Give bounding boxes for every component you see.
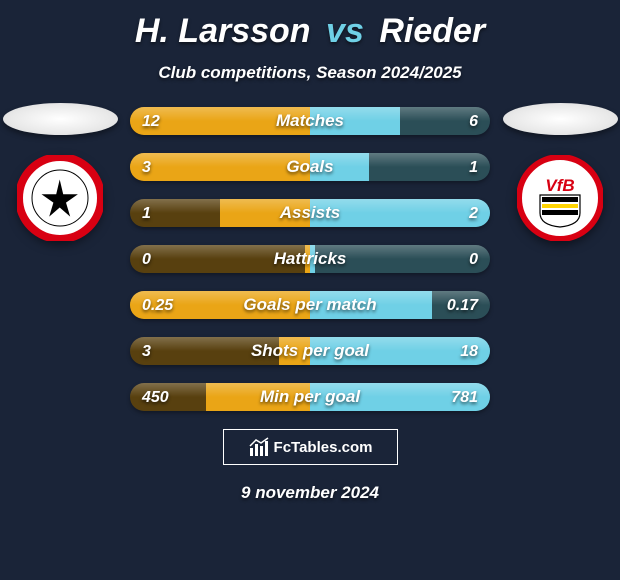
club-crest-left-icon: [17, 155, 103, 241]
stat-right-value: 0.17: [435, 291, 490, 319]
player-left-silhouette: [3, 103, 118, 135]
stat-label: Hattricks: [130, 245, 490, 273]
club-crest-left: [17, 155, 103, 241]
stat-left-value: 1: [130, 199, 163, 227]
stat-right-value: 2: [457, 199, 490, 227]
player-left: [0, 103, 120, 241]
brand-badge[interactable]: FcTables.com: [223, 429, 398, 465]
stat-left-value: 12: [130, 107, 172, 135]
stat-label: Assists: [130, 199, 490, 227]
club-crest-right: VfB: [517, 155, 603, 241]
title-left-name: H. Larsson: [135, 12, 311, 50]
comparison-subtitle: Club competitions, Season 2024/2025: [0, 63, 620, 83]
player-right-silhouette: [503, 103, 618, 135]
stat-left-value: 0.25: [130, 291, 185, 319]
stat-label: Goals: [130, 153, 490, 181]
stat-left-value: 3: [130, 153, 163, 181]
stat-bars: Matches126Goals31Assists12Hattricks00Goa…: [130, 103, 490, 411]
stat-right-value: 18: [448, 337, 490, 365]
stat-label: Min per goal: [130, 383, 490, 411]
stat-left-value: 450: [130, 383, 181, 411]
stat-row: Hattricks0 0: [130, 245, 490, 273]
comparison-date: 9 november 2024: [0, 483, 620, 503]
stat-left-value: 0: [130, 245, 163, 273]
stat-right-value: 1: [457, 153, 490, 181]
stat-right-value: 781: [439, 383, 490, 411]
stat-row: Goals3 1: [130, 153, 490, 181]
stat-row: Shots per goal3 18: [130, 337, 490, 365]
title-right-name: Rieder: [379, 12, 485, 50]
brand-chart-icon: [248, 436, 270, 458]
comparison-title: H. Larsson vs Rieder: [0, 0, 620, 51]
stat-label: Shots per goal: [130, 337, 490, 365]
club-crest-right-icon: VfB: [517, 155, 603, 241]
brand-label: FcTables.com: [274, 439, 373, 456]
stat-row: Goals per match0.250.17: [130, 291, 490, 319]
comparison-body: VfB Matches126Goals31Assists12Hattricks0…: [0, 103, 620, 411]
stat-left-value: 3: [130, 337, 163, 365]
svg-text:VfB: VfB: [545, 176, 574, 195]
title-vs: vs: [326, 12, 364, 50]
stat-label: Matches: [130, 107, 490, 135]
stat-right-value: 6: [457, 107, 490, 135]
stat-row: Matches12 6: [130, 107, 490, 135]
stat-right-value: 0: [457, 245, 490, 273]
player-right: VfB: [500, 103, 620, 241]
stat-row: Assists1 2: [130, 199, 490, 227]
stat-row: Min per goal450 781: [130, 383, 490, 411]
